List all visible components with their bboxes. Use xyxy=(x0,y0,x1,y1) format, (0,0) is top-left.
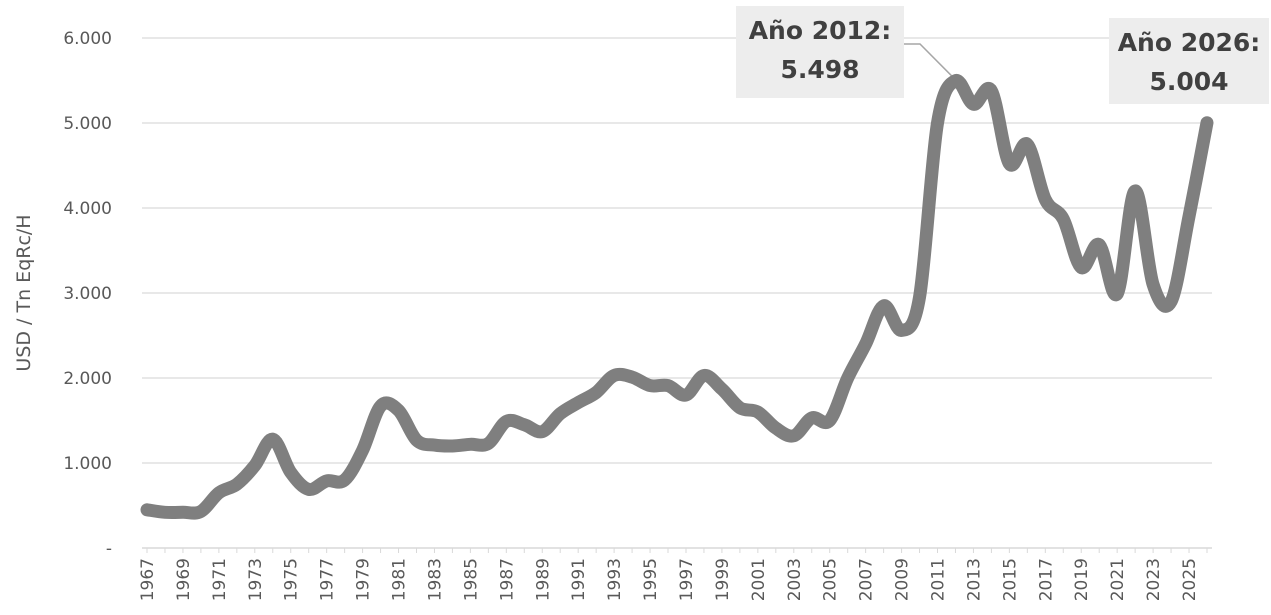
x-tick-label: 2007 xyxy=(857,558,877,601)
y-tick-label: 6.000 xyxy=(63,29,112,49)
series-line xyxy=(140,74,1214,520)
y-tick-label: 5.000 xyxy=(63,114,112,134)
callout-box xyxy=(736,6,904,98)
y-tick-label: 2.000 xyxy=(63,369,112,389)
callout-leaders xyxy=(904,43,954,78)
x-tick-label: 1967 xyxy=(138,558,158,601)
y-axis-ticks: - 1.000 2.000 3.000 4.000 5.000 6.000 xyxy=(63,29,112,559)
x-tick-label: 2025 xyxy=(1180,558,1200,601)
y-tick-label: 1.000 xyxy=(63,454,112,474)
x-tick-label: 1987 xyxy=(497,558,517,601)
x-tick-label: 1981 xyxy=(390,558,410,601)
x-tick-label: 2005 xyxy=(821,558,841,601)
x-axis-ticks: 1967 1969 1971 1973 1975 1977 1979 1981 1983 1985… xyxy=(138,548,1208,601)
x-tick-label: 2017 xyxy=(1036,558,1056,601)
callout-line1: Año 2012: xyxy=(749,16,892,45)
x-tick-label: 2023 xyxy=(1144,558,1164,601)
x-tick-label: 2003 xyxy=(785,558,805,601)
x-tick-label: 2021 xyxy=(1108,558,1128,601)
callouts: Año 2012: 5.498 Año 2026: 5.004 xyxy=(736,6,1269,104)
callout-label: Año 2012: 5.498 xyxy=(736,6,904,98)
x-tick-label: 1977 xyxy=(318,558,338,601)
callout-line2: 5.498 xyxy=(780,55,859,84)
y-axis-label: USD / Tn EqRc/H xyxy=(13,214,35,371)
x-tick-label: 2009 xyxy=(893,558,913,601)
x-tick-label: 1985 xyxy=(461,558,481,601)
x-tick-label: 1975 xyxy=(282,558,302,601)
x-tick-label: 2015 xyxy=(1000,558,1020,601)
y-tick-label: 3.000 xyxy=(63,284,112,304)
y-tick-label: 4.000 xyxy=(63,199,112,219)
x-tick-label: 2019 xyxy=(1072,558,1092,601)
x-tick-label: 1979 xyxy=(354,558,374,601)
x-tick-label: 2011 xyxy=(929,558,949,601)
x-tick-label: 1969 xyxy=(174,558,194,601)
callout-leader-line xyxy=(904,43,954,78)
x-tick-label: 1993 xyxy=(605,558,625,601)
x-tick-label: 2001 xyxy=(749,558,769,601)
callout-line1: Año 2026: xyxy=(1118,28,1261,57)
x-tick-label: 1999 xyxy=(713,558,733,601)
x-tick-label: 1973 xyxy=(246,558,266,601)
callout-label: Año 2026: 5.004 xyxy=(1109,18,1269,104)
y-tick-label: - xyxy=(106,539,112,559)
x-tick-label: 1971 xyxy=(210,558,230,601)
gridlines xyxy=(142,37,1212,464)
callout-box xyxy=(1109,18,1269,104)
x-tick-label: 1983 xyxy=(425,558,445,601)
x-tick-label: 1995 xyxy=(641,558,661,601)
x-tick-label: 1997 xyxy=(677,558,697,601)
callout-line2: 5.004 xyxy=(1149,67,1228,96)
x-tick-label: 1989 xyxy=(533,558,553,601)
x-tick-label: 1991 xyxy=(569,558,589,601)
x-tick-label: 2013 xyxy=(964,558,984,601)
